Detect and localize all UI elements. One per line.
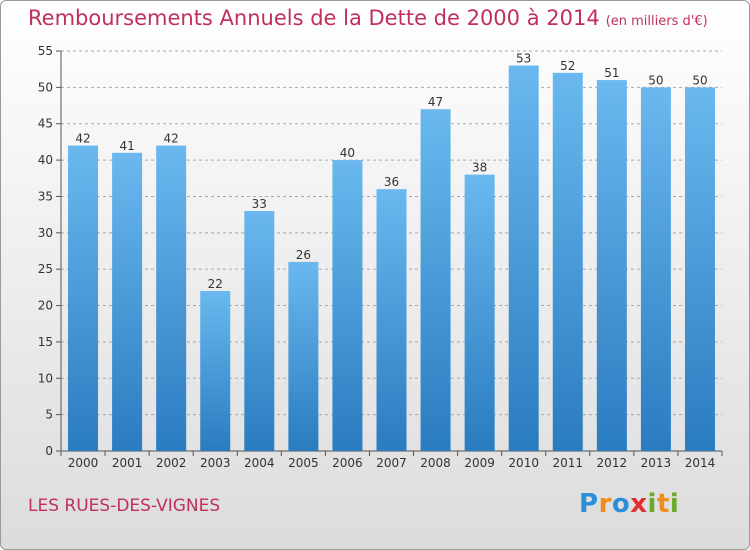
bar	[332, 160, 363, 451]
x-tick-label: 2004	[244, 456, 275, 470]
y-tick-label: 5	[45, 408, 53, 422]
bar	[508, 65, 539, 451]
x-tick-label: 2009	[464, 456, 495, 470]
logo-letter: r	[598, 489, 612, 519]
y-tick-label: 25	[38, 262, 53, 276]
bar-value-label: 33	[252, 197, 267, 211]
proxiti-logo: Proxiti	[579, 489, 679, 519]
commune-name: LES RUES-DES-VIGNES	[28, 496, 221, 516]
bar	[288, 261, 319, 451]
x-tick-label: 2008	[420, 456, 451, 470]
bar-value-label: 47	[428, 95, 443, 109]
y-tick-label: 20	[38, 299, 53, 313]
y-tick-label: 10	[38, 371, 53, 385]
y-tick-label: 35	[38, 189, 53, 203]
y-tick-label: 50	[38, 80, 53, 94]
bar-value-label: 42	[164, 132, 179, 146]
bar-value-label: 50	[692, 73, 707, 87]
logo-letter: i	[669, 489, 680, 519]
x-tick-label: 2006	[332, 456, 363, 470]
bar-value-label: 51	[604, 66, 619, 80]
x-tick-label: 2001	[112, 456, 143, 470]
chart-unit-label: (en milliers d'€)	[605, 14, 708, 29]
chart-title-text: Remboursements Annuels de la Dette de 20…	[28, 6, 600, 30]
x-tick-label: 2014	[685, 456, 716, 470]
x-tick-label: 2002	[156, 456, 187, 470]
bar	[420, 109, 451, 451]
bar	[552, 72, 583, 452]
bar	[112, 152, 143, 451]
bar	[200, 291, 231, 451]
bar	[156, 145, 187, 451]
bar-value-label: 50	[648, 73, 663, 87]
x-tick-label: 2005	[288, 456, 319, 470]
y-tick-label: 40	[38, 153, 53, 167]
bar	[596, 80, 627, 451]
bar-value-label: 52	[560, 59, 575, 73]
y-tick-label: 45	[38, 117, 53, 131]
y-tick-label: 30	[38, 226, 53, 240]
y-tick-label: 0	[45, 444, 53, 458]
y-tick-label: 55	[38, 44, 53, 58]
logo-letter: x	[630, 489, 648, 519]
logo-letter: o	[611, 489, 631, 519]
bar-value-label: 42	[75, 132, 90, 146]
x-tick-label: 2007	[376, 456, 407, 470]
bar	[684, 87, 715, 451]
x-tick-label: 2000	[68, 456, 99, 470]
x-tick-label: 2011	[552, 456, 583, 470]
bar-value-label: 53	[516, 52, 531, 66]
bar-value-label: 26	[296, 248, 311, 262]
bar	[244, 211, 275, 451]
x-tick-label: 2003	[200, 456, 231, 470]
bar	[640, 87, 671, 451]
bar-value-label: 38	[472, 161, 487, 175]
chart-title: Remboursements Annuels de la Dette de 20…	[28, 6, 708, 30]
x-tick-label: 2013	[641, 456, 672, 470]
x-tick-label: 2010	[508, 456, 539, 470]
bar-value-label: 40	[340, 146, 355, 160]
logo-letter: i	[647, 489, 657, 519]
logo-letter: P	[579, 489, 599, 519]
x-tick-label: 2012	[597, 456, 628, 470]
bar	[376, 189, 407, 451]
bar-value-label: 41	[119, 139, 134, 153]
y-tick-label: 15	[38, 335, 53, 349]
bar	[464, 174, 495, 452]
logo-letter: t	[656, 489, 670, 519]
bar-value-label: 22	[208, 277, 223, 291]
bar-value-label: 36	[384, 175, 399, 189]
bar	[68, 145, 99, 451]
